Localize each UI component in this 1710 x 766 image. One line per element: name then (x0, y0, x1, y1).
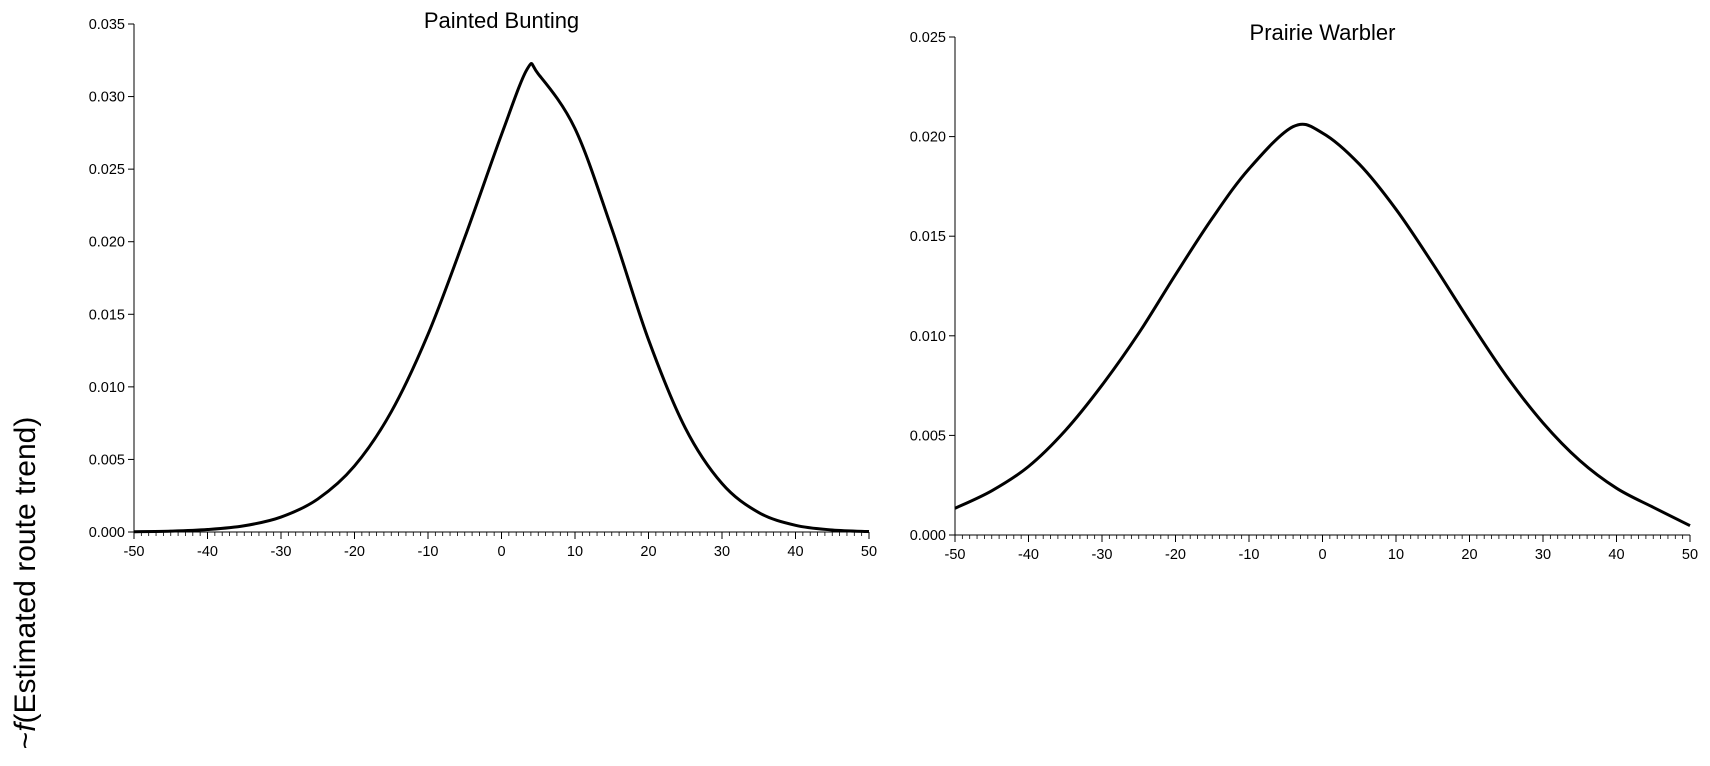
series-line (954, 122, 1691, 527)
x-tick-label: -30 (1092, 547, 1113, 563)
chart-title: Prairie Warbler (1250, 20, 1396, 45)
x-tick-label: 50 (1682, 547, 1698, 563)
y-tick-label: 0.005 (89, 452, 125, 468)
chart-prairie-warbler: Prairie Warbler 0.000 0.005 0.010 0.015 0.020… (910, 20, 1698, 563)
y-tick-label: 0.000 (910, 528, 946, 544)
chart-title: Painted Bunting (424, 8, 579, 33)
y-tick-label: 0.010 (89, 380, 125, 396)
x-tick-label: 20 (640, 544, 656, 560)
x-tick-label: -50 (945, 547, 966, 563)
x-tick-label: 0 (497, 544, 505, 560)
x-tick-label: 20 (1461, 547, 1477, 563)
y-tick-label: 0.000 (89, 525, 125, 541)
y-tick-label: 0.015 (910, 229, 946, 245)
chart-painted-bunting: Painted Bunting 0.000 0.005 0.010 0.015 0.020… (89, 8, 877, 560)
x-tick-label: 40 (787, 544, 803, 560)
x-tick-label: -50 (124, 544, 145, 560)
x-tick-label: -10 (418, 544, 439, 560)
y-tick-label: 0.015 (89, 307, 125, 323)
y-tick-label: 0.020 (910, 130, 946, 146)
y-tick-label: 0.025 (89, 162, 125, 178)
y-tick-label: 0.010 (910, 329, 946, 345)
x-tick-label: 10 (1388, 547, 1404, 563)
x-tick-label: 30 (714, 544, 730, 560)
x-tick-label: 50 (861, 544, 877, 560)
x-tick-label: 0 (1318, 547, 1326, 563)
y-tick-label: 0.030 (89, 90, 125, 106)
x-tick-label: 40 (1608, 547, 1624, 563)
y-tick-label: 0.025 (910, 30, 946, 46)
x-tick-label: -40 (1018, 547, 1039, 563)
x-tick-label: -30 (271, 544, 292, 560)
y-tick-label: 0.005 (910, 428, 946, 444)
x-tick-label: 30 (1535, 547, 1551, 563)
x-tick-label: -10 (1239, 547, 1260, 563)
series-line (133, 61, 870, 534)
x-tick-label: -20 (1165, 547, 1186, 563)
y-tick-label: 0.020 (89, 235, 125, 251)
y-tick-label: 0.035 (89, 17, 125, 33)
x-tick-label: -20 (344, 544, 365, 560)
x-tick-label: -40 (197, 544, 218, 560)
x-tick-label: 10 (567, 544, 583, 560)
